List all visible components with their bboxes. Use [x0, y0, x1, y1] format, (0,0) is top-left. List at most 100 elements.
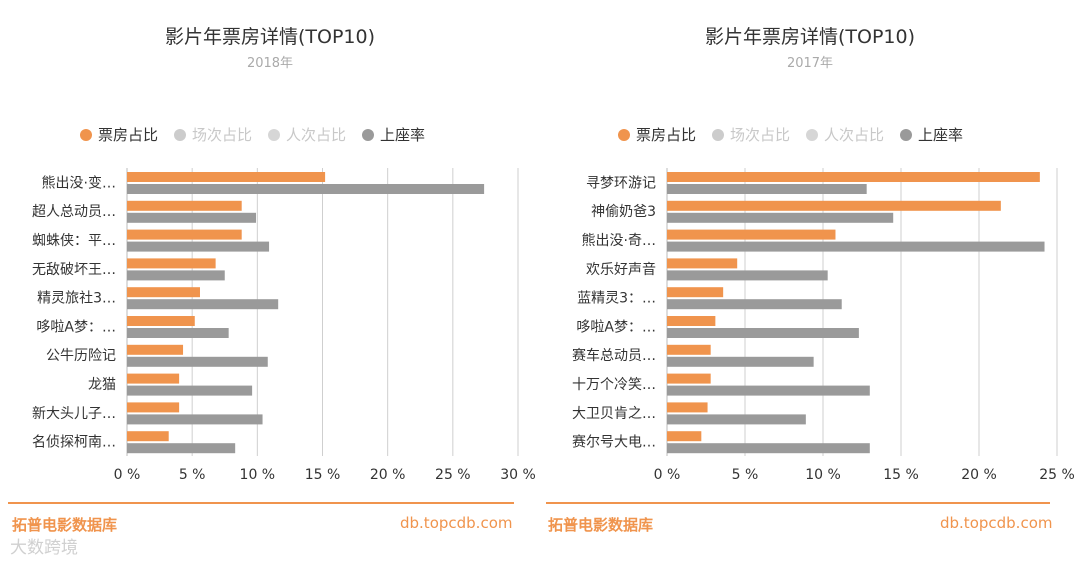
- footer-brand: 拓普电影数据库: [12, 516, 118, 534]
- legend-marker: [80, 128, 92, 141]
- category-label: 蓝精灵3：…: [577, 291, 656, 307]
- chart-panel-2017: 影片年票房详情(TOP10) 2017年 票房占比 场次占比 人次占比 上座率 …: [540, 0, 1080, 566]
- legend-marker: [618, 128, 630, 141]
- bar-box-office: [667, 402, 708, 413]
- bar-occupancy: [667, 328, 859, 338]
- bar-box-office: [667, 373, 711, 384]
- chart-subtitle: 2018年: [246, 56, 294, 71]
- legend-marker: [362, 128, 375, 141]
- bar-box-office: [127, 287, 200, 298]
- x-tick-label: 10 %: [240, 467, 276, 483]
- legend-label: 人次占比: [286, 126, 347, 144]
- chart-legend: 票房占比 场次占比 人次占比 上座率: [618, 124, 963, 145]
- category-label: 哆啦A梦：…: [576, 318, 656, 335]
- bar-box-office: [127, 373, 180, 384]
- x-tick-label: 5 %: [179, 467, 206, 483]
- category-label: 熊出没·奇…: [582, 232, 656, 249]
- bar-occupancy: [667, 443, 870, 454]
- bar-box-office: [127, 200, 242, 211]
- bar-box-office: [667, 316, 716, 326]
- bar-occupancy: [127, 328, 229, 338]
- legend-marker: [900, 128, 913, 141]
- chart-subtitle: 2017年: [786, 56, 834, 71]
- category-label: 欢乐好声音: [586, 261, 656, 278]
- bar-box-office: [127, 431, 169, 442]
- legend-item-occupancy[interactable]: 上座率: [362, 124, 425, 145]
- category-label: 公牛历险记: [46, 348, 116, 364]
- footer-divider: [546, 502, 1050, 504]
- bar-box-office: [127, 316, 195, 326]
- bar-occupancy: [127, 443, 236, 454]
- category-label: 超人总动员…: [32, 204, 116, 220]
- bar-box-office: [667, 229, 836, 240]
- bar-occupancy: [667, 299, 842, 310]
- legend-item-admissions[interactable]: 人次占比: [268, 124, 346, 145]
- x-tick-label: 15 %: [883, 467, 919, 483]
- legend-label: 场次占比: [192, 126, 253, 144]
- x-tick-label: 20 %: [370, 467, 406, 483]
- bar-occupancy: [127, 184, 485, 194]
- legend-marker: [268, 128, 281, 141]
- legend-label: 票房占比: [98, 126, 159, 144]
- legend-item-box-office[interactable]: 票房占比: [618, 124, 696, 145]
- legend-marker: [712, 128, 725, 141]
- category-label: 神偷奶爸3: [591, 204, 656, 220]
- category-label: 寻梦环游记: [586, 175, 656, 191]
- legend-marker: [806, 128, 819, 141]
- legend-item-box-office[interactable]: 票房占比: [80, 124, 158, 145]
- bar-box-office: [667, 200, 1001, 211]
- x-tick-label: 5 %: [732, 467, 759, 483]
- x-tick-label: 10 %: [805, 467, 841, 483]
- bar-box-office: [127, 402, 180, 413]
- legend-label: 上座率: [380, 126, 426, 144]
- bar-occupancy: [127, 414, 263, 425]
- footer-url[interactable]: db.topcdb.com: [940, 514, 1053, 532]
- legend-item-screenings[interactable]: 场次占比: [712, 124, 790, 145]
- bar-occupancy: [127, 356, 268, 367]
- category-label: 熊出没·变…: [42, 175, 116, 191]
- legend-marker: [174, 128, 187, 141]
- legend-label: 人次占比: [824, 126, 885, 144]
- x-tick-label: 25 %: [1039, 467, 1075, 483]
- category-label: 新大头儿子…: [32, 406, 116, 422]
- legend-item-admissions[interactable]: 人次占比: [806, 124, 884, 145]
- category-label: 无敌破坏王…: [32, 262, 116, 278]
- bar-occupancy: [127, 299, 279, 310]
- legend-item-screenings[interactable]: 场次占比: [174, 124, 252, 145]
- chart-title: 影片年票房详情(TOP10): [704, 26, 916, 48]
- chart-panel-2018: 影片年票房详情(TOP10) 2018年 票房占比 场次占比 人次占比 上座率 …: [8, 26, 536, 534]
- x-tick-label: 20 %: [961, 467, 997, 483]
- bar-chart-2018: 0 % 5 % 10 % 15 % 20 % 25 % 30 % 熊出没·变… 超人总动员… 蜘蛛…: [32, 168, 536, 483]
- bar-occupancy: [667, 241, 1045, 252]
- x-tick-label: 15 %: [305, 467, 341, 483]
- category-label: 赛尔号大电…: [572, 435, 656, 451]
- category-label: 大卫贝肯之…: [572, 406, 656, 422]
- chart-legend: 票房占比 场次占比 人次占比 上座率: [80, 124, 425, 145]
- bar-box-office: [667, 287, 724, 298]
- bar-occupancy: [127, 385, 253, 396]
- bar-box-office: [667, 431, 702, 442]
- category-label: 精灵旅社3…: [37, 291, 116, 307]
- legend-label: 票房占比: [636, 126, 697, 144]
- category-label: 蜘蛛侠：平…: [32, 233, 116, 249]
- bar-occupancy: [667, 270, 828, 281]
- bar-occupancy: [667, 414, 806, 425]
- bar-occupancy: [667, 385, 870, 396]
- bar-occupancy: [667, 356, 814, 367]
- legend-item-occupancy[interactable]: 上座率: [900, 124, 963, 145]
- bar-occupancy: [667, 212, 894, 223]
- legend-label: 上座率: [918, 126, 964, 144]
- category-label: 赛车总动员…: [572, 347, 656, 364]
- category-label: 哆啦A梦：…: [36, 318, 116, 335]
- x-tick-label: 0 %: [114, 467, 141, 483]
- x-tick-label: 0 %: [654, 467, 681, 483]
- bar-box-office: [127, 172, 326, 182]
- bar-box-office: [667, 172, 1040, 182]
- footer-url[interactable]: db.topcdb.com: [400, 514, 513, 532]
- bar-occupancy: [127, 212, 257, 223]
- bar-box-office: [667, 258, 738, 269]
- category-label: 龙猫: [88, 377, 116, 393]
- x-tick-label: 30 %: [500, 467, 536, 483]
- category-label: 名侦探柯南…: [32, 435, 116, 451]
